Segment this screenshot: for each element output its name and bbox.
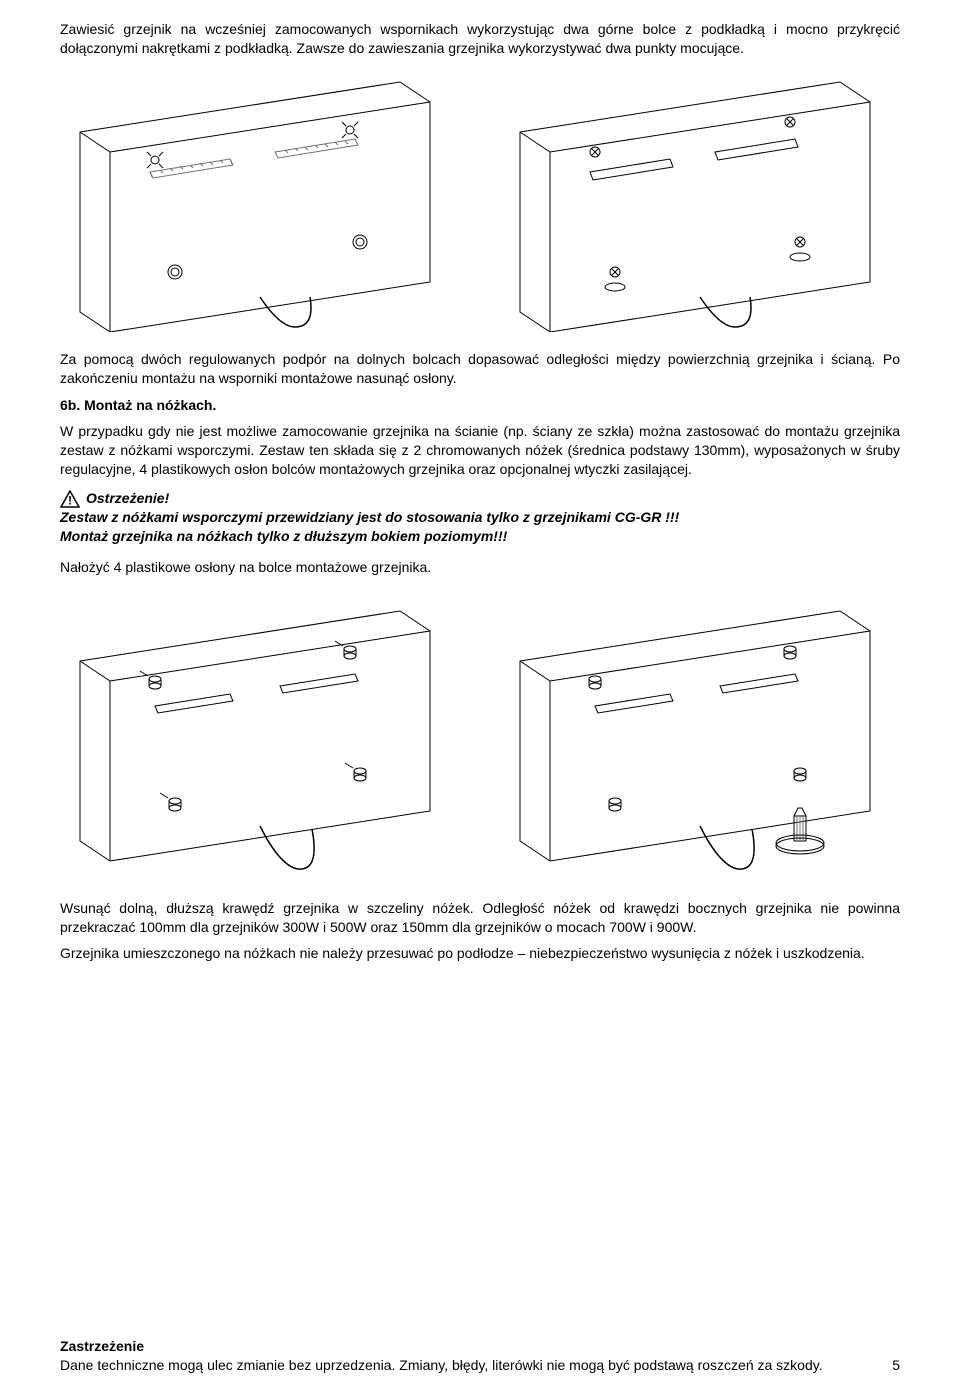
figure-row-1 [60,72,900,332]
figure-radiator-covers-with-foot [500,591,900,881]
warning-line-2: Montaż grzejnika na nóżkach tylko z dłuż… [60,527,900,546]
paragraph-apply-covers: Nałożyć 4 plastikowe osłony na bolce mon… [60,558,900,577]
warning-block: ! Ostrzeżenie! [60,489,900,508]
warning-label: Ostrzeżenie! [86,489,169,508]
paragraph-hang-radiator: Zawiesić grzejnik na wcześniej zamocowan… [60,20,900,58]
figure-radiator-brackets-left [60,72,460,332]
warning-triangle-icon: ! [60,490,80,508]
paragraph-adjust-supports: Za pomocą dwóch regulowanych podpór na d… [60,350,900,388]
svg-text:!: ! [68,493,72,507]
figure-row-2 [60,591,900,881]
footer-title: Zastrzeżenie [60,1337,900,1356]
footer-text: Dane techniczne mogą ulec zmianie bez up… [60,1356,900,1375]
figure-radiator-covers [60,591,460,881]
figure-radiator-brackets-right [500,72,900,332]
paragraph-feet-description: W przypadku gdy nie jest możliwe zamocow… [60,422,900,479]
section-6b-title: 6b. Montaż na nóżkach. [60,396,900,415]
paragraph-do-not-slide: Grzejnika umieszczonego na nóżkach nie n… [60,944,900,963]
page-number: 5 [892,1356,900,1375]
paragraph-insert-edge: Wsunąć dolną, dłuższą krawędź grzejnika … [60,899,900,937]
warning-line-1: Zestaw z nóżkami wsporczymi przewidziany… [60,508,900,527]
page-footer: Zastrzeżenie Dane techniczne mogą ulec z… [60,1337,900,1375]
